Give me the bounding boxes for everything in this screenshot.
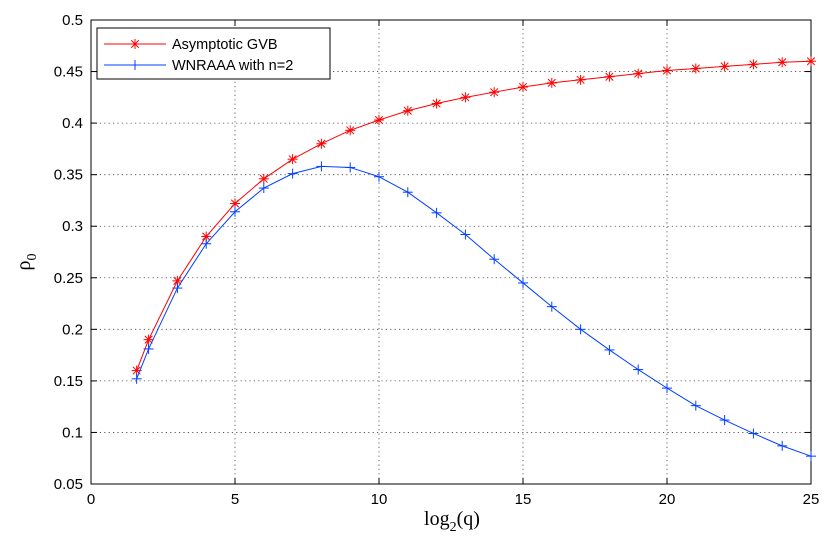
data-point-asymptotic-gvb [690, 63, 701, 74]
axis-ticks: 0 5 10 15 20 25 0.05 0.1 0.15 0.2 0.25 0.3 0.35 0.4 0.… [54, 12, 820, 508]
y-tick-label: 0.4 [62, 115, 83, 132]
data-point-wnraaa [431, 207, 442, 218]
y-tick-label: 0.35 [54, 167, 83, 184]
data-point-wnraaa [201, 238, 212, 249]
y-tick-label: 0.25 [54, 270, 83, 287]
data-point-asymptotic-gvb [374, 115, 384, 126]
y-axis-title: ρ0 [13, 254, 40, 271]
plot-area-frame [90, 19, 812, 485]
data-point-wnraaa [748, 428, 759, 439]
data-point-wnraaa [806, 451, 816, 462]
legend-marker-wnraaa [130, 60, 140, 70]
data-point-asymptotic-gvb [316, 138, 327, 149]
data-point-wnraaa [662, 383, 672, 394]
x-tick-label: 15 [515, 491, 532, 508]
data-point-asymptotic-gvb [201, 231, 212, 242]
data-point-wnraaa [316, 161, 327, 172]
data-point-asymptotic-gvb [287, 154, 298, 165]
series-line-asymptotic-gvb [136, 60, 812, 371]
data-point-asymptotic-gvb [431, 98, 442, 109]
data-point-wnraaa [690, 400, 701, 411]
grid [91, 20, 811, 484]
data-point-asymptotic-gvb [806, 56, 816, 67]
x-tick-label: 25 [803, 491, 820, 508]
data-point-asymptotic-gvb [518, 82, 528, 93]
y-tick-label: 0.3 [62, 218, 83, 235]
data-point-asymptotic-gvb [777, 57, 788, 68]
legend-label-wnraaa: WNRAAA with n=2 [172, 58, 293, 74]
x-tick-label: 20 [659, 491, 676, 508]
data-point-asymptotic-gvb [460, 92, 471, 103]
data-point-asymptotic-gvb [143, 334, 154, 345]
legend-marker-asymptotic-gvb [130, 39, 140, 49]
data-point-wnraaa [230, 206, 240, 217]
data-point-asymptotic-gvb [575, 74, 586, 85]
data-point-wnraaa [633, 364, 644, 375]
data-point-asymptotic-gvb [604, 71, 615, 82]
data-point-asymptotic-gvb [748, 59, 759, 70]
data-point-wnraaa [402, 187, 413, 198]
data-point-asymptotic-gvb [633, 68, 644, 79]
data-point-asymptotic-gvb [662, 65, 672, 76]
data-point-asymptotic-gvb [489, 87, 500, 98]
legend-label-asymptotic-gvb: Asymptotic GVB [172, 37, 278, 53]
data-point-asymptotic-gvb [258, 173, 269, 184]
data-point-wnraaa [604, 344, 615, 355]
data-point-wnraaa [143, 343, 154, 354]
data-point-wnraaa [777, 440, 788, 451]
x-axis-title: log2(q) [424, 508, 480, 535]
y-tick-label: 0.5 [62, 12, 83, 29]
data-point-wnraaa [489, 254, 500, 265]
data-point-wnraaa [460, 229, 471, 240]
y-tick-label: 0.15 [54, 373, 83, 390]
x-tick-label: 0 [87, 491, 95, 508]
series-line-wnraaa [136, 165, 812, 457]
data-point-asymptotic-gvb [402, 105, 413, 116]
data-point-wnraaa [575, 324, 586, 335]
data-point-wnraaa [172, 283, 183, 294]
data-point-wnraaa [287, 168, 298, 179]
data-point-wnraaa [546, 301, 557, 312]
x-tick-label: 10 [371, 491, 388, 508]
y-tick-label: 0.1 [62, 424, 83, 441]
y-tick-label: 0.45 [54, 64, 83, 81]
data-point-asymptotic-gvb [719, 61, 730, 72]
data-point-wnraaa [345, 162, 356, 173]
data-point-asymptotic-gvb [546, 77, 557, 88]
data-point-wnraaa [374, 171, 384, 182]
data-point-wnraaa [518, 277, 528, 288]
data-point-wnraaa [719, 415, 730, 426]
series-group [131, 56, 816, 462]
y-tick-label: 0.05 [54, 476, 83, 493]
y-tick-label: 0.2 [62, 321, 83, 338]
data-point-wnraaa [131, 373, 142, 384]
legend-box [96, 27, 331, 80]
legend: Asymptotic GVB WNRAAA with n=2 [96, 27, 331, 80]
data-point-asymptotic-gvb [345, 125, 356, 136]
data-point-wnraaa [258, 183, 269, 194]
x-tick-label: 5 [231, 491, 239, 508]
